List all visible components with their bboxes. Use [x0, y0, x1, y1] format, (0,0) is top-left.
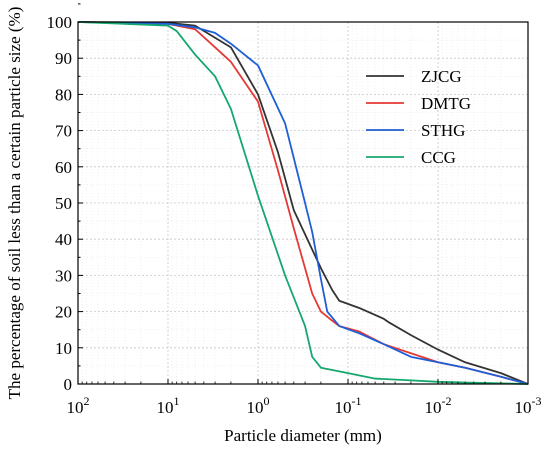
legend-label-sthg: STHG — [421, 121, 465, 140]
series-line-sthg — [77, 21, 529, 385]
y-tick-label: 100 — [47, 13, 73, 32]
y-tick-label: 20 — [55, 303, 72, 322]
y-tick-label: 50 — [55, 194, 72, 213]
x-tick-label: 102 — [67, 394, 90, 417]
grid — [77, 21, 529, 385]
y-tick-label: 90 — [55, 49, 72, 68]
ticks: 0 10 20 30 40 50 60 70 80 90 100 102 101 100 10-1 10-2 1… — [47, 3, 542, 417]
legend-label-zjcg: ZJCG — [421, 67, 462, 86]
series-lines — [77, 21, 529, 385]
x-tick-label: 101 — [157, 394, 180, 417]
series-line-ccg — [77, 21, 529, 385]
x-axis-title: Particle diameter (mm) — [224, 426, 382, 445]
x-tick-label: 10-3 — [515, 394, 542, 417]
x-tick-label: 10-1 — [335, 394, 362, 417]
legend: ZJCG DMTG STHG CCG — [366, 67, 471, 167]
x-tick-label: 100 — [247, 394, 270, 417]
y-tick-label: 0 — [64, 375, 73, 394]
y-tick-label: 10 — [55, 339, 72, 358]
legend-label-ccg: CCG — [421, 148, 456, 167]
y-tick-label: 30 — [55, 266, 72, 285]
y-tick-label: 40 — [55, 230, 72, 249]
y-tick-label: 80 — [55, 85, 72, 104]
y-tick-label: 60 — [55, 158, 72, 177]
legend-label-dmtg: DMTG — [421, 94, 471, 113]
y-axis-title: The percentage of soil less than a certa… — [5, 7, 24, 400]
series-line-zjcg — [77, 21, 529, 385]
x-tick-label: 10-2 — [425, 394, 452, 417]
y-tick-label: 70 — [55, 122, 72, 141]
